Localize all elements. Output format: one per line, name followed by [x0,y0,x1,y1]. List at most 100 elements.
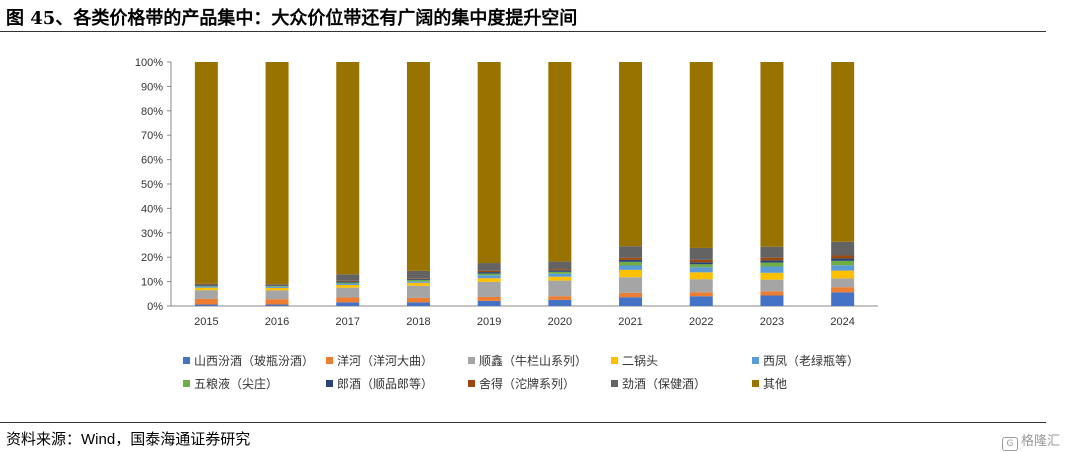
bar-segment-2023-s2 [760,279,784,292]
bar-segment-2016-s0 [265,304,289,306]
bar-segment-2019-s5 [477,273,501,276]
bar-segment-2016-s2 [265,290,289,300]
bar-segment-2015-s5 [194,285,218,287]
bar-segment-2016-s5 [265,285,289,287]
legend-swatch [611,357,618,364]
bar-segment-2019-s6 [477,272,501,274]
x-tick-label: 2016 [265,316,289,328]
bar-segment-2019-s4 [477,275,501,279]
bar-segment-2020-s6 [548,270,572,272]
legend-swatch [183,357,190,364]
bar-segment-2020-s2 [548,280,572,297]
bar-segment-2023-s0 [760,295,784,306]
y-tick-label: 90% [141,81,163,93]
bar-segment-2015-s8 [194,283,218,285]
bar-segment-2023-s4 [760,266,784,273]
x-tick-label: 2024 [830,316,854,328]
x-tick-label: 2021 [618,316,642,328]
figure-title: 图 45、各类价格带的产品集中：大众价位带还有广阔的集中度提升空间 [6,8,578,29]
bar-segment-2021-s5 [619,261,643,266]
bar-segment-2018-s8 [406,270,430,279]
x-tick-label: 2020 [548,316,572,328]
bar-segment-2016-s4 [265,286,289,288]
bar-segment-2023-s1 [760,291,784,296]
legend-swatch [752,380,759,387]
bar-segment-2020-s1 [548,296,572,300]
bar-segment-2020-s8 [548,261,572,270]
bar-segment-2021-s7 [619,257,643,260]
bar-segment-2024-s4 [831,265,855,271]
x-tick-label: 2019 [477,316,501,328]
bar-segment-2024-s1 [831,287,855,293]
source-wind: Wind [81,431,116,448]
y-tick-label: 10% [141,277,163,289]
bar-segment-2022-s9 [689,62,713,248]
bar-segment-2018-s9 [406,62,430,271]
bar-segment-2022-s5 [689,264,713,268]
bar-segment-2018-s2 [406,285,430,298]
bar-segment-2024-s9 [831,62,855,242]
x-tick-label: 2017 [336,316,360,328]
bar-segment-2019-s8 [477,263,501,271]
bottom-divider [0,422,1046,423]
bar-segment-2015-s2 [194,290,218,299]
bar-segment-2021-s3 [619,269,643,278]
bar-segment-2015-s3 [194,287,218,291]
bar-segment-2017-s1 [336,297,360,303]
gelonghui-logo-icon: G [1002,437,1018,451]
bar-segment-2017-s9 [336,62,360,275]
x-tick-label: 2022 [689,316,713,328]
watermark: G 格隆汇 [1002,430,1060,451]
bar-segment-2024-s6 [831,258,855,261]
legend-label: 二锅头 [622,353,658,368]
legend-label: 洋河（洋河大曲） [337,353,433,368]
x-tick-label: 2015 [194,316,218,328]
bar-segment-2023-s8 [760,246,784,258]
bar-segment-2018-s4 [406,281,430,283]
bar-segment-2019-s1 [477,296,501,301]
bar-segment-2024-s8 [831,241,855,256]
y-tick-label: 70% [141,130,163,142]
bar-segment-2023-s6 [760,260,784,263]
legend-label: 郎酒（顺品郎等） [337,377,433,391]
bar-segment-2022-s7 [689,259,713,263]
bar-segment-2020-s4 [548,273,572,277]
y-tick-label: 80% [141,106,163,118]
y-tick-label: 40% [141,203,163,215]
bar-segment-2023-s5 [760,262,784,267]
bar-segment-2016-s9 [265,62,289,285]
bar-segment-2015-s1 [194,298,218,305]
bar-segment-2021-s1 [619,292,643,298]
bar-segment-2017-s8 [336,274,360,281]
bar-segment-2022-s4 [689,267,713,273]
bar-segment-2022-s0 [689,296,713,306]
bar-segment-2022-s6 [689,262,713,265]
bar-segment-2018-s7 [406,278,430,279]
bar-segment-2019-s9 [477,62,501,264]
top-divider [0,31,1046,32]
y-tick-label: 0% [147,301,163,313]
bar-segment-2019-s2 [477,281,501,297]
bar-segment-2018-s1 [406,297,430,303]
y-tick-label: 30% [141,228,163,240]
bar-segment-2017-s3 [336,285,360,288]
legend-label: 顺鑫（牛栏山系列） [479,353,587,368]
bar-segment-2018-s5 [406,279,430,282]
legend-swatch [326,380,333,387]
bar-segment-2017-s0 [336,302,360,306]
bar-segment-2016-s3 [265,287,289,291]
y-tick-label: 60% [141,155,163,167]
bar-segment-2018-s6 [406,278,430,280]
legend-swatch [611,380,618,387]
bar-segment-2017-s5 [336,282,360,284]
legend-label: 山西汾酒（玻瓶汾酒） [194,354,314,368]
legend-swatch [468,357,475,364]
legend-swatch [752,357,759,364]
bar-segment-2018-s0 [406,302,430,306]
bar-segment-2021-s9 [619,62,643,247]
bar-segment-2017-s6 [336,281,360,283]
bar-segment-2016-s8 [265,284,289,285]
y-tick-label: 100% [135,57,163,69]
bar-segment-2016-s1 [265,299,289,305]
